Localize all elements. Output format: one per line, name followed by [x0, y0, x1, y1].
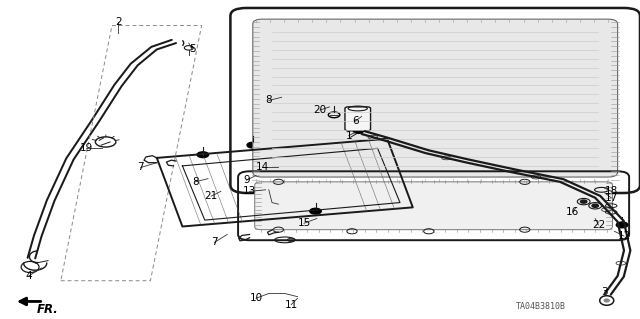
- Text: 14: 14: [256, 162, 269, 173]
- Text: 19: 19: [80, 143, 93, 153]
- Circle shape: [353, 128, 364, 133]
- Text: 22: 22: [592, 220, 605, 230]
- Circle shape: [580, 200, 587, 203]
- Circle shape: [310, 208, 321, 214]
- Text: 8: 8: [266, 95, 272, 106]
- Text: 4: 4: [26, 271, 32, 281]
- Text: 20: 20: [314, 105, 326, 115]
- Text: 13: 13: [243, 186, 256, 197]
- Text: 17: 17: [605, 193, 618, 203]
- Text: 10: 10: [250, 293, 262, 303]
- Circle shape: [197, 152, 209, 158]
- Text: 21: 21: [205, 191, 218, 201]
- Circle shape: [592, 204, 598, 207]
- Text: 6: 6: [352, 116, 358, 126]
- Text: 1: 1: [346, 130, 352, 141]
- Text: 7: 7: [211, 237, 218, 248]
- Text: 15: 15: [298, 218, 310, 228]
- Circle shape: [247, 142, 259, 148]
- Text: TA04B3810B: TA04B3810B: [516, 302, 566, 311]
- Text: 5: 5: [189, 44, 195, 55]
- FancyBboxPatch shape: [345, 107, 371, 131]
- Text: 3: 3: [602, 287, 608, 297]
- FancyBboxPatch shape: [253, 19, 618, 177]
- Text: 16: 16: [566, 207, 579, 217]
- Ellipse shape: [604, 299, 610, 302]
- Text: 9: 9: [243, 175, 250, 185]
- Text: 2: 2: [115, 17, 122, 27]
- Circle shape: [616, 222, 628, 228]
- Text: FR.: FR.: [37, 303, 59, 316]
- Text: 7: 7: [138, 162, 144, 173]
- Text: 12: 12: [618, 231, 630, 241]
- Text: 8: 8: [192, 177, 198, 187]
- FancyBboxPatch shape: [255, 182, 612, 230]
- Text: 18: 18: [605, 186, 618, 197]
- Text: 11: 11: [285, 300, 298, 310]
